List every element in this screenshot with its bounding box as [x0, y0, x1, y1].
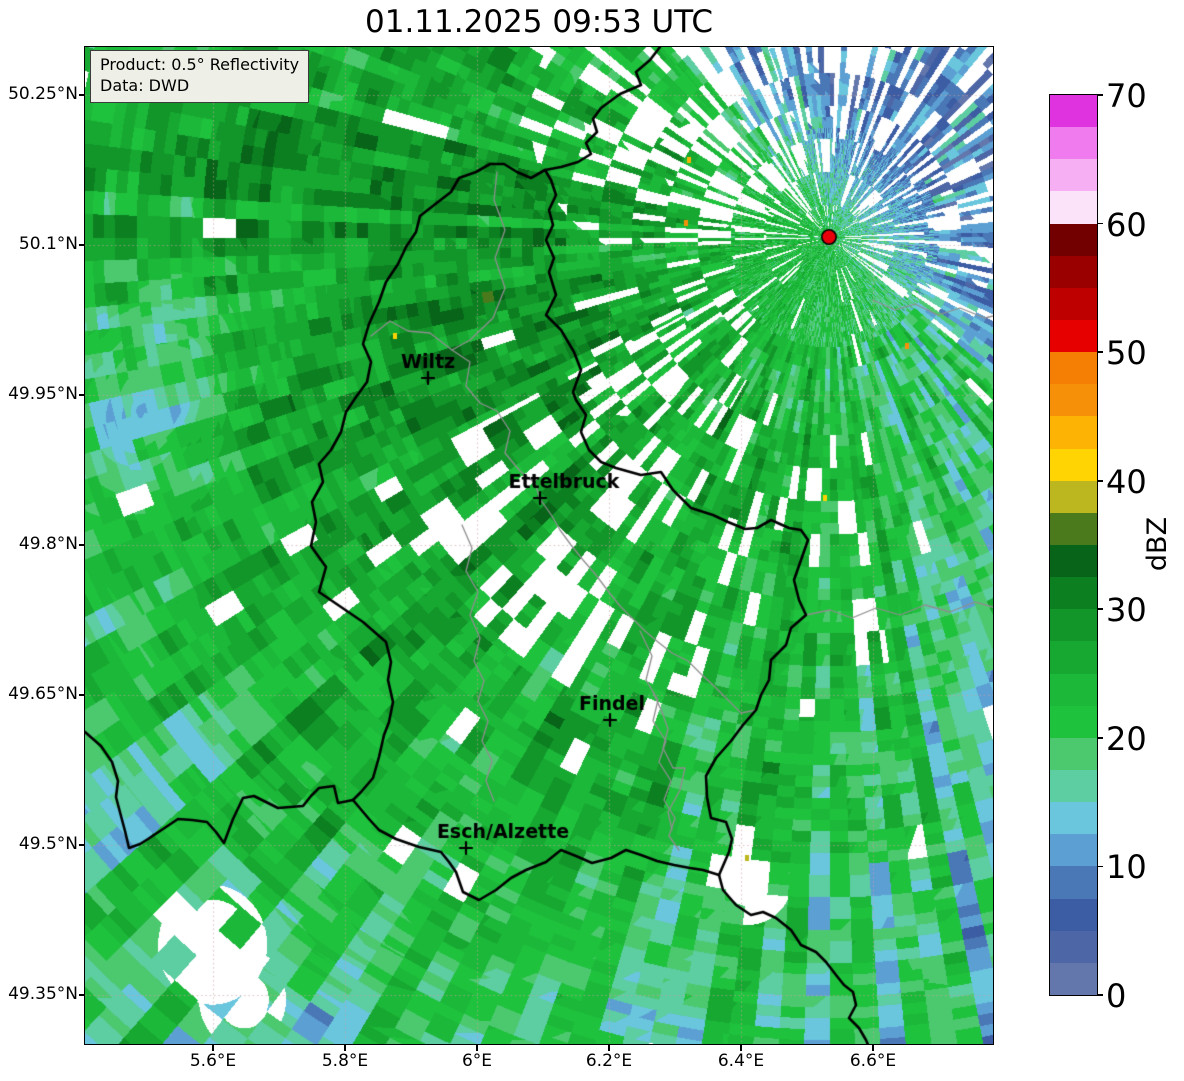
y-tick-mark: [79, 994, 85, 996]
x-tick-label: 6.2°E: [585, 1051, 633, 1071]
x-tick-mark: [608, 1045, 610, 1051]
colorbar-segment: [1050, 802, 1097, 835]
y-tick-label: 49.5°N: [18, 834, 78, 854]
y-tick-mark: [79, 244, 85, 246]
colorbar-tick-label: 0: [1106, 977, 1127, 1015]
colorbar-segment: [1050, 544, 1097, 578]
colorbar-tick-label: 20: [1106, 719, 1147, 758]
colorbar-segment: [1050, 352, 1097, 385]
y-tick-mark: [79, 544, 85, 546]
x-tick-label: 5.6°E: [189, 1051, 237, 1071]
colorbar-segment: [1050, 95, 1097, 128]
colorbar-tick-mark: [1097, 865, 1103, 868]
colorbar-segment: [1050, 255, 1097, 288]
colorbar-segment: [1050, 223, 1097, 256]
y-tick-label: 49.65°N: [8, 684, 78, 704]
colorbar-tick-label: 10: [1106, 848, 1147, 887]
colorbar-segment: [1050, 448, 1097, 481]
colorbar-tick-mark: [1097, 479, 1103, 482]
colorbar-segment: [1050, 416, 1097, 449]
x-tick-label: 5.8°E: [321, 1051, 369, 1071]
colorbar-segment: [1050, 641, 1097, 674]
x-tick-mark: [740, 1045, 742, 1051]
colorbar-axis-label: dBZ: [1141, 516, 1173, 572]
colorbar-segment: [1050, 319, 1097, 353]
y-tick-label: 50.25°N: [8, 84, 78, 104]
colorbar-segment: [1050, 866, 1097, 899]
y-tick-label: 49.35°N: [8, 984, 78, 1004]
y-tick-label: 49.8°N: [18, 534, 78, 554]
colorbar-segment: [1050, 609, 1097, 642]
colorbar-segment: [1050, 930, 1097, 963]
map-plot-area: [84, 46, 994, 1045]
colorbar-segment: [1050, 512, 1097, 545]
colorbar-tick-label: 40: [1106, 462, 1147, 501]
x-tick-mark: [344, 1045, 346, 1051]
y-tick-label: 50.1°N: [18, 234, 78, 254]
data-source-line: Data: DWD: [100, 76, 190, 96]
colorbar-segment: [1050, 384, 1097, 417]
y-tick-label: 49.95°N: [8, 384, 78, 404]
colorbar-segment: [1050, 287, 1097, 320]
product-info-line: Product: 0.5° Reflectivity: [100, 55, 300, 74]
y-tick-mark: [79, 694, 85, 696]
x-tick-mark: [872, 1045, 874, 1051]
colorbar-segment: [1050, 191, 1097, 224]
y-tick-mark: [79, 94, 85, 96]
x-tick-mark: [476, 1045, 478, 1051]
colorbar-segment: [1050, 673, 1097, 706]
radar-map-canvas: [85, 47, 993, 1044]
colorbar-tick-mark: [1097, 737, 1103, 739]
colorbar-tick-mark: [1097, 94, 1103, 96]
plot-title: 01.11.2025 09:53 UTC: [365, 4, 713, 40]
colorbar-segment: [1050, 769, 1097, 803]
colorbar-tick-label: 60: [1106, 205, 1147, 244]
colorbar-segment: [1050, 898, 1097, 931]
colorbar-segment: [1050, 480, 1097, 513]
colorbar-tick-mark: [1097, 222, 1103, 225]
x-tick-label: 6.6°E: [849, 1051, 897, 1071]
product-info-box: Product: 0.5° Reflectivity Data: DWD: [90, 50, 310, 103]
y-tick-mark: [79, 394, 85, 396]
colorbar-tick-label: 50: [1106, 334, 1147, 373]
x-tick-label: 6.4°E: [717, 1051, 765, 1071]
colorbar-tick-label: 70: [1106, 77, 1147, 115]
colorbar-tick-label: 30: [1106, 591, 1147, 630]
colorbar-tick-mark: [1097, 351, 1103, 353]
colorbar-segment: [1050, 962, 1097, 995]
colorbar-segment: [1050, 834, 1097, 867]
colorbar-segment: [1050, 705, 1097, 738]
colorbar-tick-mark: [1097, 608, 1103, 611]
colorbar-tick-mark: [1097, 994, 1103, 996]
y-tick-mark: [79, 844, 85, 846]
x-tick-label: 6°E: [461, 1051, 493, 1071]
colorbar: 0 10 20 30 40 50 60 70: [1049, 80, 1147, 1012]
x-tick-mark: [212, 1045, 214, 1051]
colorbar-segment: [1050, 159, 1097, 192]
colorbar-segment: [1050, 127, 1097, 160]
colorbar-segment: [1050, 577, 1097, 610]
colorbar-segment: [1050, 737, 1097, 770]
